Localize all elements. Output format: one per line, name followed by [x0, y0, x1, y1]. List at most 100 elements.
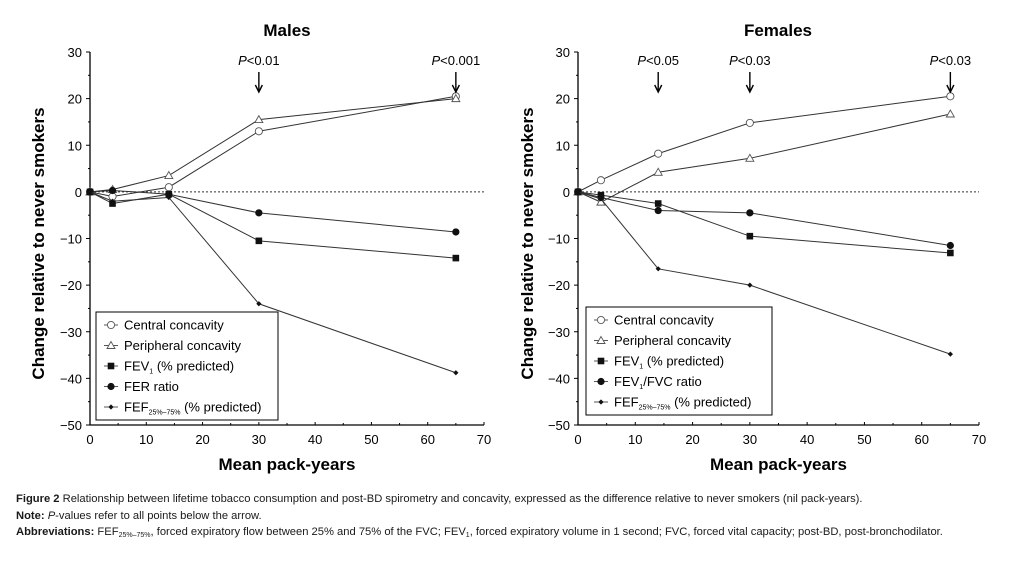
legend-label-suffix: (% predicted): [180, 400, 261, 415]
marker-open-triangle: [945, 109, 956, 118]
x-tick-label: 0: [574, 432, 581, 447]
x-tick-label: 10: [139, 432, 153, 447]
legend-label-suffix: (% predicted): [153, 359, 234, 374]
series-line: [577, 95, 951, 193]
series-line: [89, 191, 456, 259]
marker-small-diamond: [655, 266, 661, 272]
marker-open-triangle: [451, 93, 461, 103]
x-tick-label: 50: [364, 432, 378, 447]
p-threshold: <0.03: [738, 53, 771, 68]
marker-filled-circle: [946, 241, 954, 250]
arrow-down-icon: [946, 84, 955, 94]
p-value-label: P<0.05: [637, 53, 679, 68]
x-tick-label: 70: [477, 432, 491, 447]
x-tick-label: 20: [195, 432, 209, 447]
y-tick-label: −20: [548, 278, 570, 293]
arrow-down-icon: [654, 84, 663, 94]
p-value-annotation: P<0.03: [930, 53, 972, 94]
marker-small-diamond: [166, 194, 172, 201]
marker-small-diamond: [453, 370, 459, 376]
x-tick-label: 30: [743, 432, 757, 447]
p-value-label: P<0.001: [431, 53, 480, 68]
p-value-annotation: P<0.05: [637, 53, 679, 94]
legend-label: Central concavity: [124, 318, 224, 333]
legend-label-main: FEF: [124, 400, 149, 415]
legend: Central concavity Peripheral concavity FEV…: [585, 306, 773, 416]
legend-box: [585, 306, 773, 416]
marker-open-triangle: [653, 167, 663, 176]
marker-filled-square: [947, 249, 954, 257]
y-tick-label: 30: [68, 45, 82, 60]
legend-label: Central concavity: [614, 313, 714, 328]
series-line: [577, 191, 951, 254]
legend-item: Central concavity: [594, 313, 714, 328]
legend-label: FEF25%–75% (% predicted): [124, 400, 261, 417]
legend-label-suffix: (% predicted): [643, 354, 724, 369]
legend-label-main: FEV: [614, 354, 640, 369]
p-italic: P: [238, 53, 247, 68]
x-tick-label: 30: [252, 432, 266, 447]
marker-open-triangle: [106, 340, 116, 349]
legend-label-main: Peripheral concavity: [614, 333, 732, 348]
y-tick-label: −20: [60, 278, 82, 293]
series-fev-predicted: [574, 188, 954, 257]
abbrev-label: Abbreviations:: [16, 526, 95, 538]
legend-label-main: FEV: [124, 359, 150, 374]
figure-text: Relationship between lifetime tobacco co…: [59, 493, 863, 505]
marker-filled-circle: [255, 209, 263, 217]
abbrev-text-2: , forced expiratory volume in 1 second; …: [469, 526, 943, 538]
legend-label-subscript: 25%–75%: [149, 410, 181, 417]
caption-line-note: Note: P-values refer to all points below…: [16, 508, 1006, 525]
p-italic: P: [729, 53, 738, 68]
chart-panel-males: Males 30 20 10 0 −10 −20 −30 −40 −50 0 10 20 30 40 50 60…: [29, 21, 491, 474]
marker-open-circle: [654, 149, 663, 158]
chart-title: Males: [263, 21, 310, 40]
legend-label-main: FER ratio: [124, 379, 179, 394]
legend-label-suffix: (% predicted): [670, 395, 751, 410]
legend-item: FEF25%–75% (% predicted): [594, 395, 751, 412]
legend-label: Peripheral concavity: [614, 333, 732, 348]
marker-open-circle: [596, 176, 605, 185]
figure-label: Figure 2: [16, 493, 60, 505]
legend-item: FEF25%–75% (% predicted): [104, 400, 261, 417]
legend: Central concavity Peripheral concavity FEV…: [95, 311, 279, 421]
p-italic: P: [637, 53, 646, 68]
x-tick-label: 50: [857, 432, 871, 447]
arrow-down-icon: [254, 84, 263, 94]
legend-item: FER ratio: [104, 379, 179, 394]
x-tick-label: 0: [86, 432, 93, 447]
marker-filled-square: [746, 232, 754, 240]
legend-label-main: FEV: [614, 374, 640, 389]
legend-label-subscript: 1: [149, 369, 153, 376]
marker-small-diamond: [598, 196, 604, 202]
y-tick-label: 30: [556, 45, 570, 60]
p-threshold: <0.05: [646, 53, 679, 68]
y-tick-label: 20: [556, 92, 570, 107]
marker-open-circle: [254, 127, 263, 136]
marker-filled-circle: [746, 209, 754, 217]
figure-caption: Figure 2 Relationship between lifetime t…: [16, 491, 1006, 545]
marker-small-diamond: [256, 301, 262, 307]
legend-label: FER ratio: [124, 379, 179, 394]
p-value-annotation: P<0.01: [238, 53, 280, 94]
legend-item: Peripheral concavity: [104, 338, 242, 353]
p-threshold: <0.01: [247, 53, 280, 68]
marker-open-circle: [164, 183, 173, 192]
caption-line-title: Figure 2 Relationship between lifetime t…: [16, 491, 1006, 508]
note-text: -values refer to all points below the ar…: [55, 509, 262, 522]
legend-label: FEF25%–75% (% predicted): [614, 395, 751, 412]
y-tick-label: 10: [68, 138, 82, 153]
p-value-label: P<0.03: [930, 53, 972, 68]
legend-label-main: Central concavity: [614, 313, 714, 328]
legend-item: FEV1 (% predicted): [104, 359, 234, 376]
x-axis-label: Mean pack-years: [710, 455, 847, 474]
series-peripheral-concavity: [573, 109, 956, 206]
legend-label: Peripheral concavity: [124, 338, 242, 353]
p-value-annotation: P<0.03: [729, 53, 771, 94]
marker-open-triangle: [254, 114, 264, 124]
marker-open-triangle: [745, 153, 755, 162]
marker-small-diamond: [87, 189, 93, 195]
y-tick-label: −30: [60, 325, 82, 340]
y-tick-label: −40: [60, 371, 82, 386]
